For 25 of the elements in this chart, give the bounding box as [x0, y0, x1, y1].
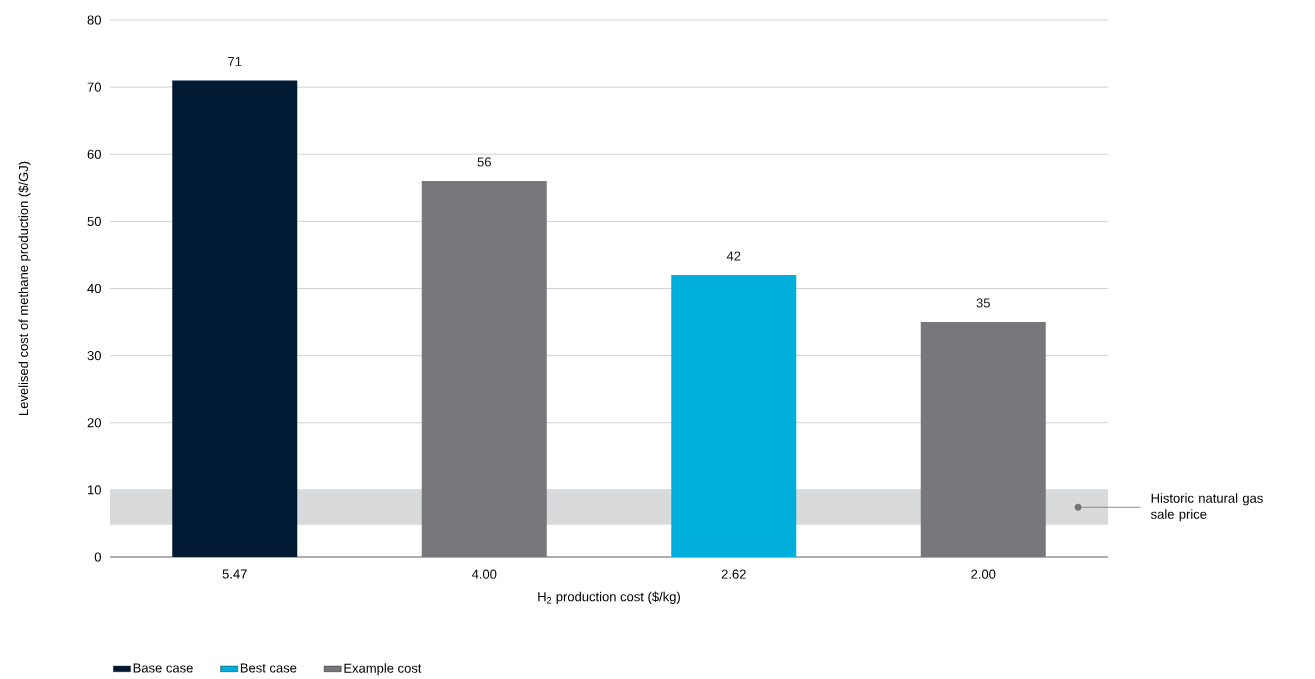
y-tick-label: 20	[87, 418, 101, 428]
y-tick-label: 10	[88, 485, 101, 495]
legend-label: Best case	[240, 663, 297, 673]
y-tick-label: 0	[94, 552, 101, 562]
x-axis-title: H$_{2}$ production cost ($/kg)	[538, 591, 680, 604]
y-axis-title: Levelised cost of methane production ($/GJ)	[18, 161, 31, 415]
y-tick-label: 80	[87, 15, 101, 25]
data-label: 35	[976, 298, 990, 308]
x-tick-label: 4.00	[471, 569, 497, 579]
x-tick-label: 2.00	[971, 569, 996, 579]
bar	[671, 275, 797, 557]
y-tick-label: 30	[87, 351, 101, 361]
legend-label: Base case	[133, 663, 193, 673]
y-tick-label: 60	[87, 149, 101, 159]
legend-label: Example cost	[344, 663, 422, 676]
data-label: 56	[477, 157, 491, 167]
data-label: 42	[726, 251, 741, 261]
y-tick-label: 50	[87, 216, 101, 226]
x-tick-label: 5.47	[222, 569, 247, 579]
bar	[172, 80, 298, 557]
y-tick-label: 70	[87, 82, 101, 92]
band-label: Historic natural gas sale price	[1150, 493, 1263, 522]
x-tick-label: 2.62	[721, 569, 746, 579]
data-label: 71	[228, 56, 242, 66]
y-tick-label: 40	[87, 283, 101, 294]
